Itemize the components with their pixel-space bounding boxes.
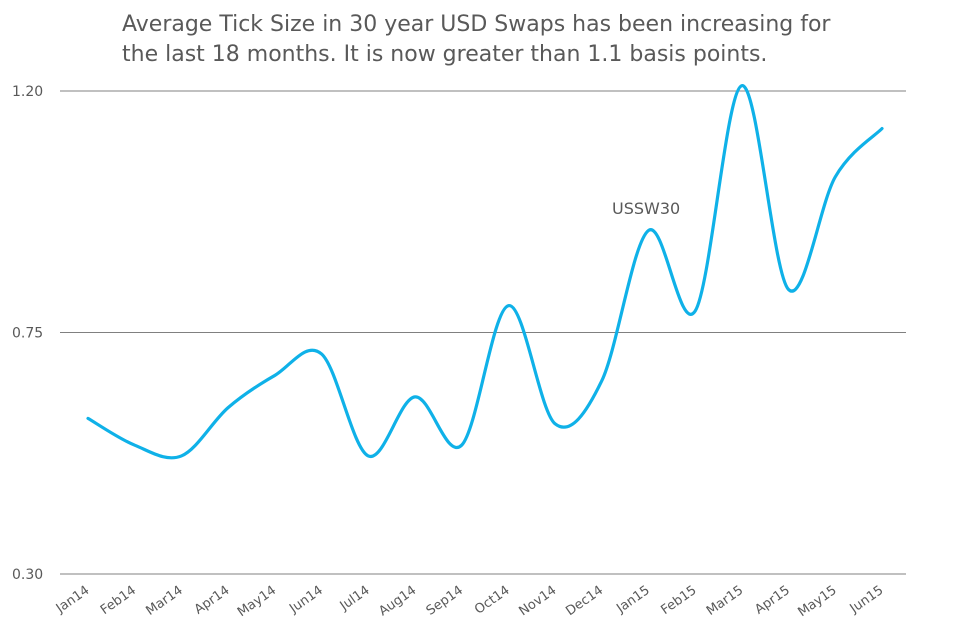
x-tick-label: Apr14 <box>192 583 233 618</box>
chart-title-line-2: the last 18 months. It is now greater th… <box>122 42 768 67</box>
series-layer <box>86 84 884 460</box>
x-tick-label: Aug14 <box>376 583 419 619</box>
y-axis-ticks: 0.30 0.75 1.20 <box>12 84 43 583</box>
x-tick-label: May14 <box>235 583 279 620</box>
x-tick-label: Jan15 <box>613 583 652 617</box>
x-tick-label: Apr15 <box>752 583 793 618</box>
x-tick-label: Jun14 <box>286 583 326 617</box>
x-tick-label: Mar15 <box>704 583 746 619</box>
x-tick-label: Dec14 <box>563 583 606 619</box>
x-axis-ticks: Jan14 Feb14 Mar14 Apr14 May14 Jun14 Jul14 Aug14… <box>53 583 886 620</box>
x-tick-label: Sep14 <box>424 583 466 619</box>
y-tick-label: 1.20 <box>12 84 43 100</box>
x-tick-label: Nov14 <box>516 583 559 619</box>
x-tick-label: Jun15 <box>847 583 887 617</box>
series-label: USSW30 <box>612 199 680 218</box>
chart-title-line-1: Average Tick Size in 30 year USD Swaps h… <box>122 12 831 37</box>
x-tick-label: May15 <box>795 583 839 620</box>
gridlines <box>60 90 906 575</box>
chart-title: Average Tick Size in 30 year USD Swaps h… <box>122 10 922 70</box>
x-tick-label: Jul14 <box>337 583 373 614</box>
x-tick-label: Feb15 <box>658 583 699 618</box>
x-tick-label: Mar14 <box>143 583 185 619</box>
series-line-0 <box>86 84 884 460</box>
x-tick-label: Jan14 <box>53 583 92 617</box>
x-tick-label: Oct14 <box>472 583 513 618</box>
y-tick-label: 0.75 <box>12 326 43 342</box>
y-tick-label: 0.30 <box>12 567 43 583</box>
x-tick-label: Feb14 <box>98 583 139 618</box>
